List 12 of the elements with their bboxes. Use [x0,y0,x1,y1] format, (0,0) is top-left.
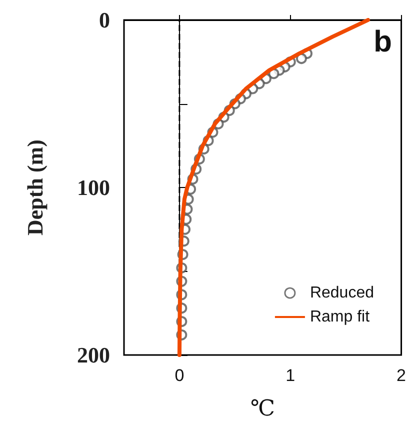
annotation: b [374,26,392,58]
x-tick-label: 2 [396,366,406,385]
x-tick-label: 1 [286,366,296,385]
x-axis-title: ℃ [250,396,275,420]
x-tick-label: 0 [174,366,184,385]
point [296,53,307,64]
y-tick-label: 0 [99,8,110,32]
legend-label: Ramp fit [310,308,370,326]
y-tick-label: 200 [77,342,110,368]
y-axis-title: Depth (m) [22,140,48,236]
y-tick-label: 100 [77,175,110,200]
legend-label: Reduced [310,284,374,302]
